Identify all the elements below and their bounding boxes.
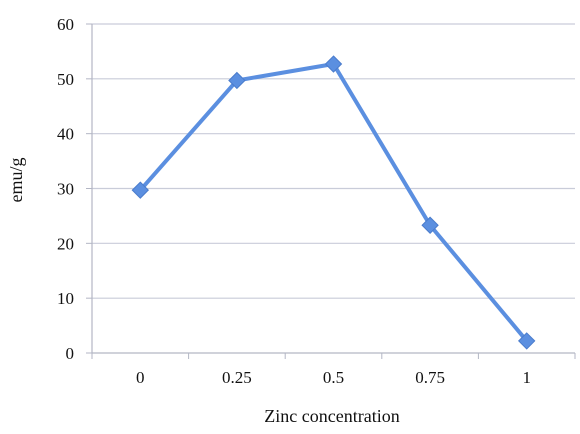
- grid-lines: [92, 23, 575, 299]
- x-tick-label: 0.25: [222, 368, 252, 387]
- x-axis-title: Zinc concentration: [264, 406, 399, 426]
- data-point-marker: [228, 71, 246, 90]
- y-tick-label: 10: [57, 289, 74, 308]
- data-point-marker: [421, 216, 439, 234]
- y-tick-label: 0: [66, 344, 75, 363]
- x-tick-label: 0: [136, 368, 145, 387]
- y-tick-label: 20: [57, 234, 74, 253]
- data-markers: [131, 55, 536, 350]
- y-tick-label: 30: [57, 180, 74, 199]
- data-point-marker: [517, 332, 536, 350]
- y-tick-labels: 0 10 20 30 40 50 60: [57, 15, 74, 363]
- x-tick-label: 1: [522, 368, 531, 387]
- data-point-marker: [131, 181, 150, 199]
- x-tick-label: 0.5: [323, 368, 344, 387]
- x-tick-labels: 0 0.25 0.5 0.75 1: [136, 368, 531, 387]
- y-tick-label: 40: [57, 125, 74, 144]
- data-point-marker: [324, 55, 343, 73]
- series-line: [138, 62, 529, 343]
- y-tick-label: 60: [57, 15, 74, 34]
- axes: [86, 23, 576, 359]
- y-tick-label: 50: [57, 70, 74, 89]
- x-tick-label: 0.75: [415, 368, 445, 387]
- y-axis-title: emu/g: [6, 158, 26, 203]
- series-line: [138, 62, 529, 343]
